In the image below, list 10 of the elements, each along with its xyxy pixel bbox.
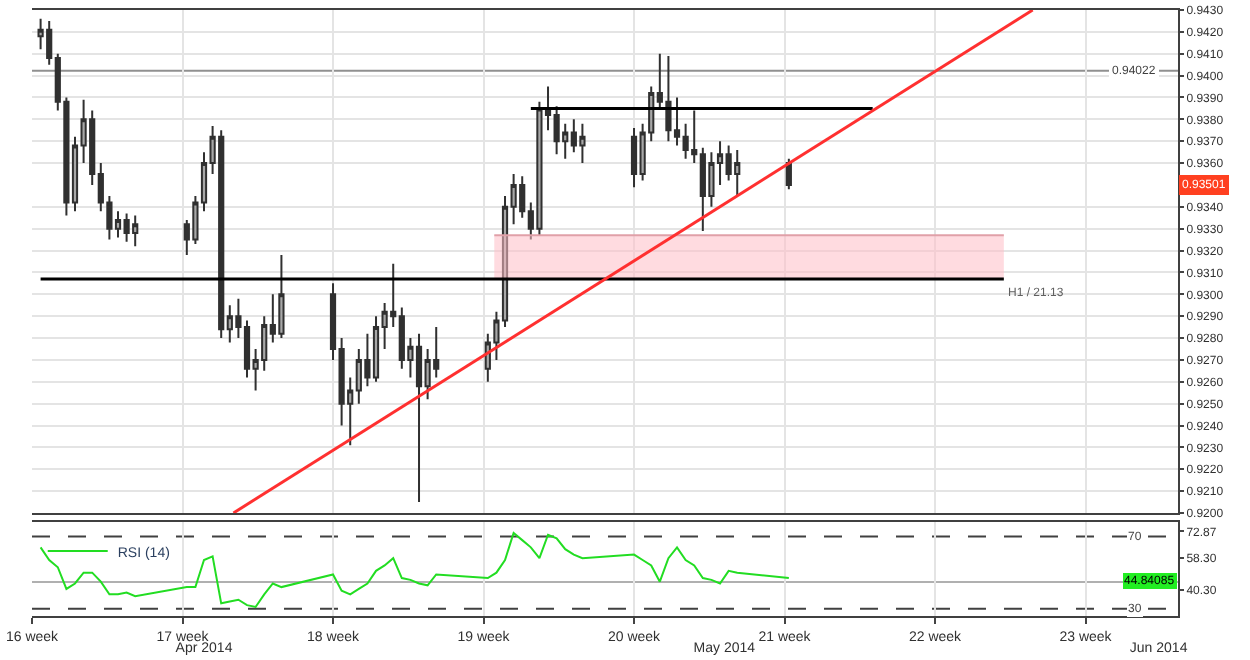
candlestick xyxy=(630,127,638,189)
candlestick xyxy=(123,212,130,243)
candlestick xyxy=(278,253,285,340)
candlestick xyxy=(218,129,225,340)
candlestick xyxy=(132,214,139,248)
candlestick xyxy=(579,122,586,165)
candlestick xyxy=(415,332,423,504)
line-series xyxy=(39,531,790,608)
candlestick xyxy=(665,54,672,143)
candlestick xyxy=(734,148,741,197)
